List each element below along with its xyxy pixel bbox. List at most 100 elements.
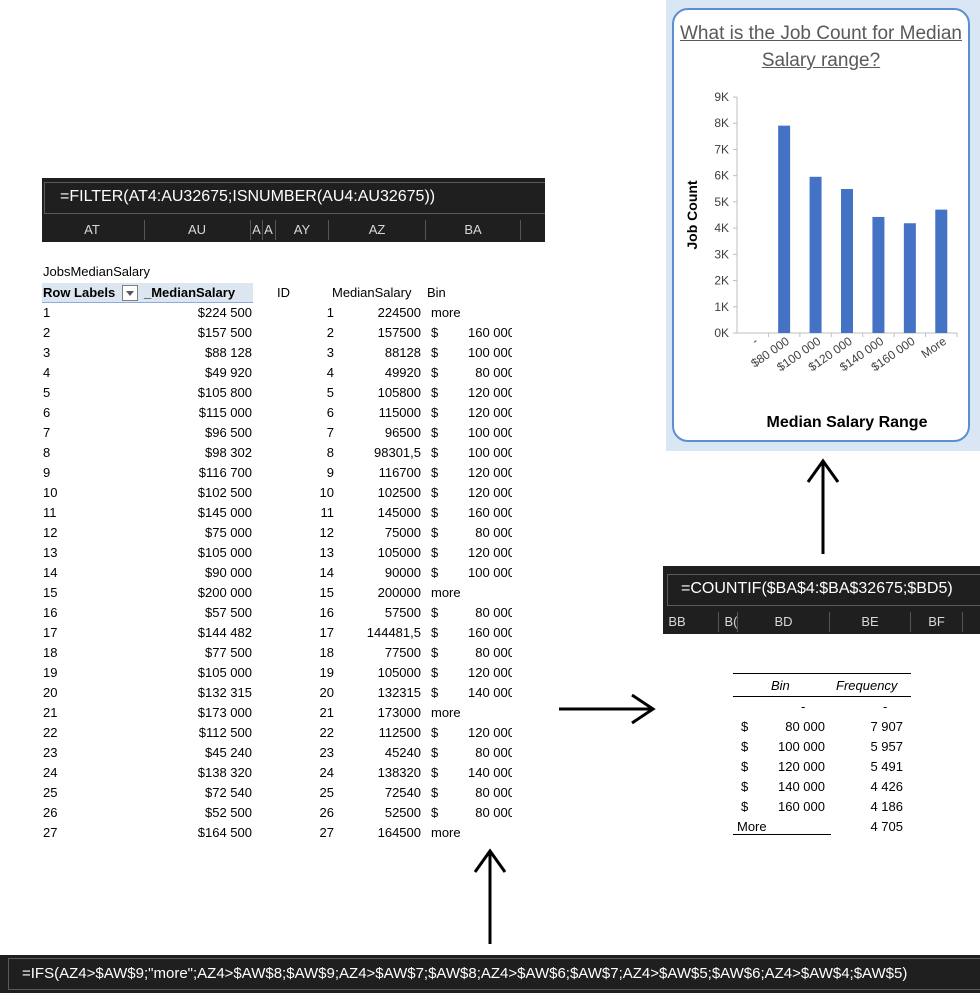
bin-cell[interactable]: $100 000	[431, 423, 512, 443]
median-salary-cell[interactable]: 157500	[377, 325, 421, 340]
median-salary-value-cell[interactable]: $98 302	[205, 445, 252, 460]
row-label-cell[interactable]: 13	[43, 545, 58, 560]
column-header-bc[interactable]: B(	[724, 614, 738, 629]
frequency-row[interactable]: $140 000 4 426	[733, 777, 913, 797]
bin-cell[interactable]: $120 000	[431, 663, 512, 683]
row-label-cell[interactable]: 22	[43, 725, 58, 740]
id-cell[interactable]: 10	[319, 485, 334, 500]
median-salary-value-cell[interactable]: $145 000	[197, 505, 252, 520]
column-header-at[interactable]: AT	[84, 222, 100, 237]
median-salary-value-cell[interactable]: $116 700	[198, 465, 252, 480]
row-label-cell[interactable]: 21	[43, 705, 58, 720]
id-cell[interactable]: 4	[326, 365, 334, 380]
median-salary-cell[interactable]: 116700	[378, 465, 421, 480]
bin-cell[interactable]: $120 000	[431, 383, 512, 403]
row-labels-filter-dropdown[interactable]	[122, 285, 138, 301]
median-salary-value-cell[interactable]: $112 500	[198, 725, 252, 740]
id-cell[interactable]: 11	[320, 505, 335, 520]
median-salary-value-cell[interactable]: $72 540	[205, 785, 252, 800]
median-salary-value-cell[interactable]: $105 000	[197, 665, 252, 680]
median-salary-cell[interactable]: 72540	[384, 785, 421, 800]
median-salary-value-cell[interactable]: $144 482	[197, 625, 252, 640]
row-label-cell[interactable]: 12	[43, 525, 58, 540]
column-header-bd[interactable]: BD	[774, 614, 793, 629]
median-salary-value-cell[interactable]: $90 000	[205, 565, 252, 580]
bin-cell[interactable]: $140 000	[431, 683, 512, 703]
id-cell[interactable]: 25	[319, 785, 334, 800]
column-header-az[interactable]: AZ	[368, 222, 386, 237]
column-header-be[interactable]: BE	[861, 614, 879, 629]
median-salary-cell[interactable]: 105000	[377, 545, 421, 560]
row-label-cell[interactable]: 2	[43, 325, 51, 340]
bin-cell[interactable]: $120 000	[431, 723, 512, 743]
median-salary-value-cell[interactable]: $45 240	[205, 745, 252, 760]
row-label-cell[interactable]: 1	[43, 305, 51, 320]
median-salary-value-cell[interactable]: $49 920	[205, 365, 252, 380]
id-cell[interactable]: 8	[326, 445, 334, 460]
row-label-cell[interactable]: 26	[43, 805, 58, 820]
median-salary-cell[interactable]: 77500	[384, 645, 421, 660]
bin-cell[interactable]: $160 000	[431, 323, 512, 343]
row-label-cell[interactable]: 15	[43, 585, 58, 600]
median-salary-value-cell[interactable]: $138 320	[197, 765, 252, 780]
bin-cell[interactable]: $120 000	[431, 543, 512, 563]
bin-cell[interactable]: $80 000	[431, 363, 512, 383]
median-salary-cell[interactable]: 138320	[377, 765, 421, 780]
frequency-row[interactable]: More 4 705	[733, 817, 913, 837]
id-cell[interactable]: 18	[319, 645, 334, 660]
id-cell[interactable]: 3	[326, 345, 334, 360]
median-salary-value-cell[interactable]: $105 800	[197, 385, 252, 400]
median-salary-value-cell[interactable]: $224 500	[197, 305, 252, 320]
id-cell[interactable]: 23	[319, 745, 334, 760]
median-salary-value-cell[interactable]: $115 000	[198, 405, 252, 420]
id-cell[interactable]: 20	[319, 685, 334, 700]
median-salary-cell[interactable]: 96500	[384, 425, 421, 440]
bin-cell[interactable]: $80 000	[431, 743, 512, 763]
id-cell[interactable]: 1	[326, 305, 334, 320]
bin-cell[interactable]: $120 000	[431, 463, 512, 483]
row-label-cell[interactable]: 14	[43, 565, 58, 580]
median-salary-value-cell[interactable]: $77 500	[205, 645, 252, 660]
id-cell[interactable]: 13	[319, 545, 334, 560]
id-cell[interactable]: 5	[326, 385, 334, 400]
median-salary-cell[interactable]: 224500	[377, 305, 421, 320]
countif-formula-input[interactable]	[667, 574, 980, 606]
median-salary-value-cell[interactable]: $200 000	[197, 585, 252, 600]
bin-cell[interactable]: $80 000	[431, 783, 512, 803]
median-salary-cell[interactable]: 105800	[377, 385, 421, 400]
id-cell[interactable]: 27	[319, 825, 334, 837]
column-header-ay[interactable]: AY	[293, 222, 311, 237]
median-salary-value-cell[interactable]: $157 500	[197, 325, 252, 340]
bin-cell[interactable]: more	[431, 303, 512, 323]
median-salary-cell[interactable]: 49920	[384, 365, 421, 380]
id-cell[interactable]: 15	[319, 585, 334, 600]
bin-cell[interactable]: $160 000	[431, 503, 512, 523]
id-cell[interactable]: 26	[319, 805, 334, 820]
column-header-ba[interactable]: BA	[464, 222, 482, 237]
row-label-cell[interactable]: 4	[43, 365, 51, 380]
median-salary-cell[interactable]: 115000	[378, 405, 421, 420]
frequency-row[interactable]: $160 000 4 186	[733, 797, 913, 817]
median-salary-value-cell[interactable]: $52 500	[205, 805, 252, 820]
row-label-cell[interactable]: 27	[43, 825, 58, 837]
id-cell[interactable]: 22	[319, 725, 334, 740]
column-header-av[interactable]: A	[252, 222, 261, 237]
frequency-row[interactable]: $100 000 5 957	[733, 737, 913, 757]
median-salary-cell[interactable]: 144481,5	[366, 625, 421, 640]
row-label-cell[interactable]: 11	[43, 505, 57, 520]
frequency-row[interactable]: --	[733, 697, 913, 717]
bin-cell[interactable]: $100 000	[431, 563, 512, 583]
row-label-cell[interactable]: 20	[43, 685, 58, 700]
id-cell[interactable]: 2	[326, 325, 334, 340]
row-label-cell[interactable]: 5	[43, 385, 51, 400]
row-label-cell[interactable]: 7	[43, 425, 51, 440]
row-label-cell[interactable]: 10	[43, 485, 58, 500]
row-label-cell[interactable]: 16	[43, 605, 58, 620]
row-label-cell[interactable]: 8	[43, 445, 51, 460]
bin-cell[interactable]: $80 000	[431, 643, 512, 663]
median-salary-cell[interactable]: 75000	[384, 525, 421, 540]
id-cell[interactable]: 19	[319, 665, 334, 680]
id-cell[interactable]: 24	[319, 765, 334, 780]
median-salary-cell[interactable]: 112500	[378, 725, 421, 740]
median-salary-cell[interactable]: 145000	[377, 505, 421, 520]
